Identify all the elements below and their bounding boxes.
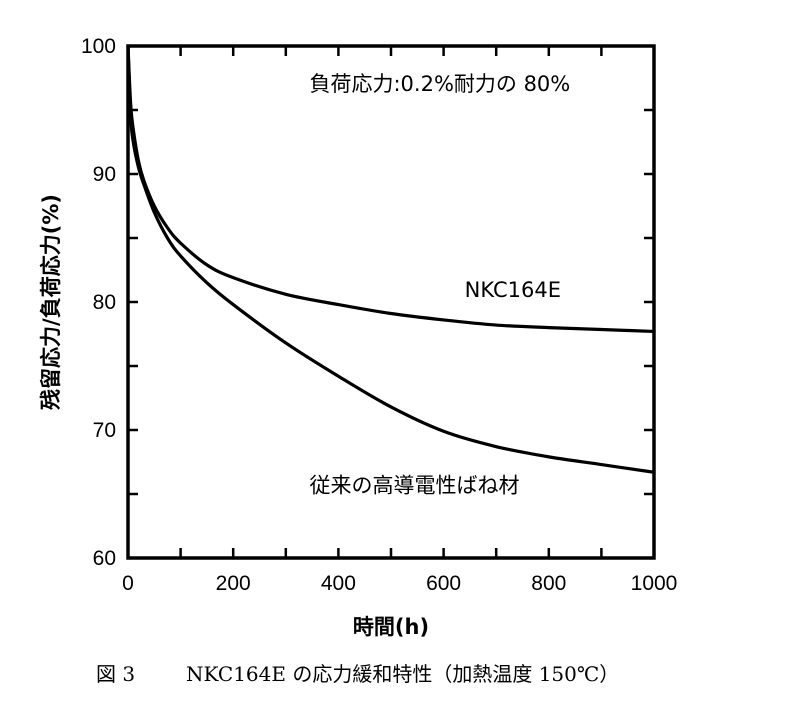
chart-svg: 0 200 400 600 800 1000 60 70 80 90 100 時間(h) 残留応力… — [39, 35, 677, 639]
y-tick-label: 80 — [93, 291, 116, 314]
y-axis-ticks — [128, 108, 654, 496]
x-axis-title: 時間(h) — [353, 615, 429, 639]
series-label-2: 従来の高導電性ばね材 — [309, 474, 519, 498]
figure-caption-text: NKC164E の応力緩和特性（加熱温度 150℃） — [186, 662, 620, 686]
y-axis-title: 残留応力/負荷応力(%) — [39, 194, 63, 410]
y-tick-label: 100 — [81, 35, 116, 58]
x-tick-labels: 0 200 400 600 800 1000 — [122, 572, 677, 595]
figure-caption: 図 3 NKC164E の応力緩和特性（加熱温度 150℃） — [96, 658, 619, 687]
chart-annotation: 負荷応力:0.2%耐力の 80% — [309, 72, 570, 96]
figure-number: 図 3 — [96, 662, 136, 686]
x-tick-label: 0 — [122, 572, 134, 595]
y-tick-label: 90 — [93, 163, 116, 186]
x-tick-label: 400 — [321, 572, 356, 595]
x-tick-label: 1000 — [631, 572, 678, 595]
x-tick-label: 800 — [531, 572, 566, 595]
annotation-group: 負荷応力:0.2%耐力の 80% — [309, 72, 570, 96]
series-group — [126, 44, 656, 474]
series-label-1: NKC164E — [465, 278, 561, 302]
y-tick-labels: 60 70 80 90 100 — [81, 35, 116, 570]
plot-frame — [126, 44, 656, 560]
x-tick-label: 600 — [426, 572, 461, 595]
series-line-2 — [126, 44, 656, 474]
x-tick-label: 200 — [216, 572, 251, 595]
y-tick-label: 70 — [93, 419, 116, 442]
y-tick-label: 60 — [93, 547, 116, 570]
series-label-group: NKC164E 従来の高導電性ばね材 — [309, 278, 561, 498]
